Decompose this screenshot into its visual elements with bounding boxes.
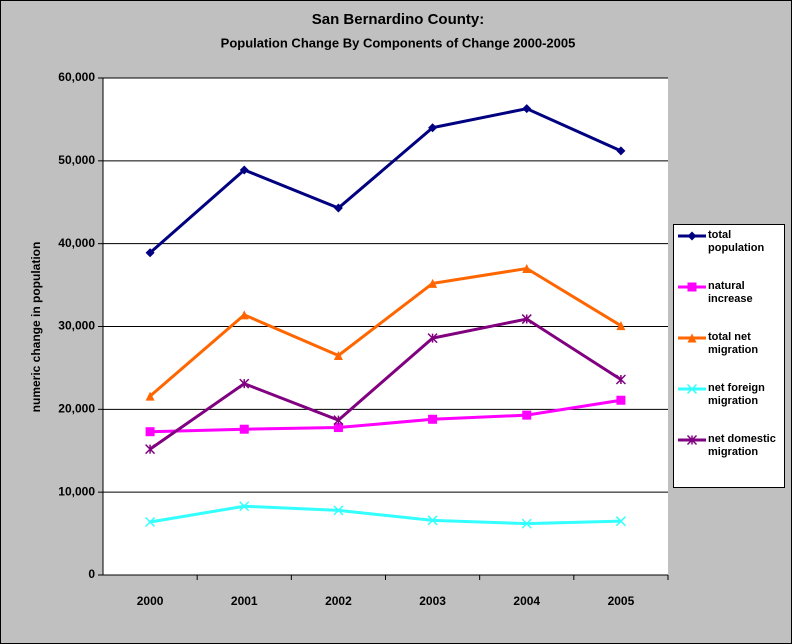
marker [145, 427, 155, 437]
legend-label: natural increase [708, 280, 753, 305]
marker [239, 501, 250, 512]
y-tick-label: 20,000 [58, 402, 95, 416]
marker [239, 378, 250, 389]
y-tick-label: 40,000 [58, 236, 95, 250]
marker [522, 264, 532, 274]
legend-label: total population [708, 229, 765, 254]
legend-entry: total net migration [676, 331, 782, 382]
marker [521, 314, 532, 325]
marker [239, 165, 249, 175]
marker [427, 515, 438, 526]
marker [145, 444, 156, 455]
marker [687, 333, 697, 343]
series-line [149, 504, 621, 526]
marker [616, 146, 626, 156]
marker [616, 321, 626, 331]
marker [522, 410, 532, 420]
legend: total population natural increase total ne… [673, 224, 785, 488]
legend-entry: natural increase [676, 280, 782, 331]
marker [522, 104, 532, 114]
marker [333, 505, 344, 516]
marker [615, 374, 626, 385]
marker [145, 248, 155, 258]
y-tick-label: 50,000 [58, 153, 95, 167]
y-tick-label: 0 [88, 567, 95, 581]
marker [686, 383, 698, 395]
marker [333, 423, 343, 433]
y-tick-label: 10,000 [58, 484, 95, 498]
y-axis-label: numeric change in population [29, 242, 43, 413]
legend-entry: net domestic migration [676, 433, 782, 484]
series-line [149, 266, 622, 398]
marker [615, 516, 626, 527]
chart-subtitle: Population Change By Components of Chang… [221, 35, 576, 50]
marker [333, 415, 344, 426]
marker [239, 424, 249, 434]
marker [239, 310, 249, 320]
chart-title: San Bernardino County: [312, 11, 485, 28]
legend-swatch [678, 282, 706, 292]
legend-entry: total population [676, 229, 782, 280]
legend-label: net foreign migration [708, 382, 765, 407]
legend-swatch [678, 383, 706, 395]
series-line [149, 107, 622, 254]
legend-entry: net foreign migration [676, 382, 782, 433]
marker [687, 282, 697, 292]
x-tick-label: 2004 [513, 594, 540, 608]
series-line [150, 398, 622, 434]
y-tick-label: 30,000 [58, 319, 95, 333]
marker [145, 516, 156, 528]
legend-swatch [678, 434, 706, 446]
marker [428, 123, 438, 133]
marker [686, 434, 698, 446]
legend-swatch [678, 333, 706, 343]
marker [521, 518, 532, 529]
marker [616, 395, 626, 405]
x-tick-label: 2002 [325, 594, 352, 608]
series-line [149, 317, 622, 451]
marker [333, 203, 343, 213]
legend-swatch [678, 231, 706, 241]
x-tick-label: 2000 [137, 594, 164, 608]
marker [333, 350, 343, 360]
plot-area: 0 10,000 20,000 30,000 40,000 50,000 60,000 200… [58, 70, 669, 608]
x-tick-label: 2001 [231, 594, 258, 608]
x-tick-label: 2003 [419, 594, 446, 608]
x-tick-label: 2005 [608, 594, 635, 608]
y-tick-label: 60,000 [58, 70, 95, 84]
marker [145, 391, 155, 401]
marker [427, 333, 438, 344]
legend-label: net domestic migration [708, 433, 776, 458]
marker [687, 231, 697, 241]
marker [428, 278, 438, 288]
legend-label: total net migration [708, 331, 759, 356]
marker [428, 414, 438, 424]
